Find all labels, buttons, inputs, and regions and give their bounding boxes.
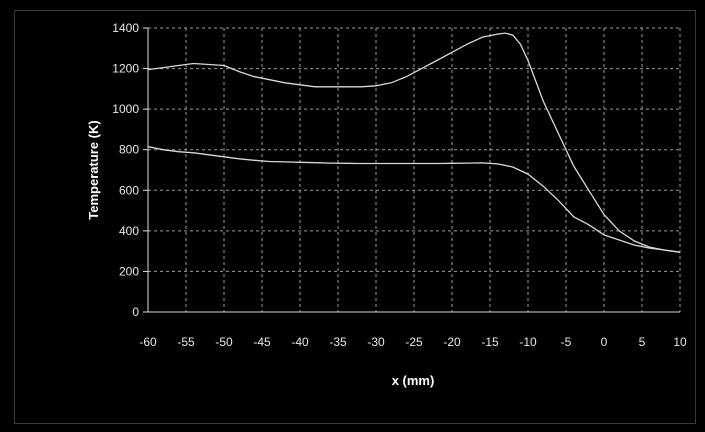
x-tick-label: -30 [367, 335, 385, 349]
x-tick-label: -60 [139, 335, 157, 349]
x-tick-label: 0 [601, 335, 608, 349]
x-tick-label: -35 [329, 335, 347, 349]
x-tick-label: -5 [561, 335, 572, 349]
x-tick-label: 5 [639, 335, 646, 349]
x-tick-label: -50 [215, 335, 233, 349]
gridlines [147, 27, 681, 313]
x-tick-label: -10 [519, 335, 537, 349]
y-tick-label: 200 [119, 264, 139, 278]
y-tick-label: 0 [132, 305, 139, 319]
chart-border [14, 10, 696, 424]
x-tick-label: -55 [177, 335, 195, 349]
series-line-1 [147, 32, 681, 253]
y-tick-label: 800 [119, 143, 139, 157]
y-tick-label: 400 [119, 224, 139, 238]
y-tick-labels: 0 200 400 600 800 1000 1200 1400 [112, 21, 139, 319]
x-axis-label: x (mm) [392, 373, 435, 388]
x-tick-labels: -60 -55 -50 -45 -40 -35 -30 -25 -20 -15 -10 -5 0 5 10 [139, 335, 687, 349]
x-tick-label: -40 [291, 335, 309, 349]
x-tick-label: 10 [673, 335, 687, 349]
y-tick-label: 600 [119, 183, 139, 197]
axes [143, 27, 680, 313]
series-line-2 [147, 146, 681, 253]
y-axis-label: Temperature (K) [86, 120, 101, 219]
y-tick-label: 1400 [112, 21, 139, 35]
x-tick-label: -20 [443, 335, 461, 349]
x-tick-label: -45 [253, 335, 271, 349]
series-lines [147, 32, 681, 253]
x-tick-label: -25 [405, 335, 423, 349]
x-tick-label: -15 [481, 335, 499, 349]
y-tick-label: 1200 [112, 62, 139, 76]
y-tick-label: 1000 [112, 102, 139, 116]
